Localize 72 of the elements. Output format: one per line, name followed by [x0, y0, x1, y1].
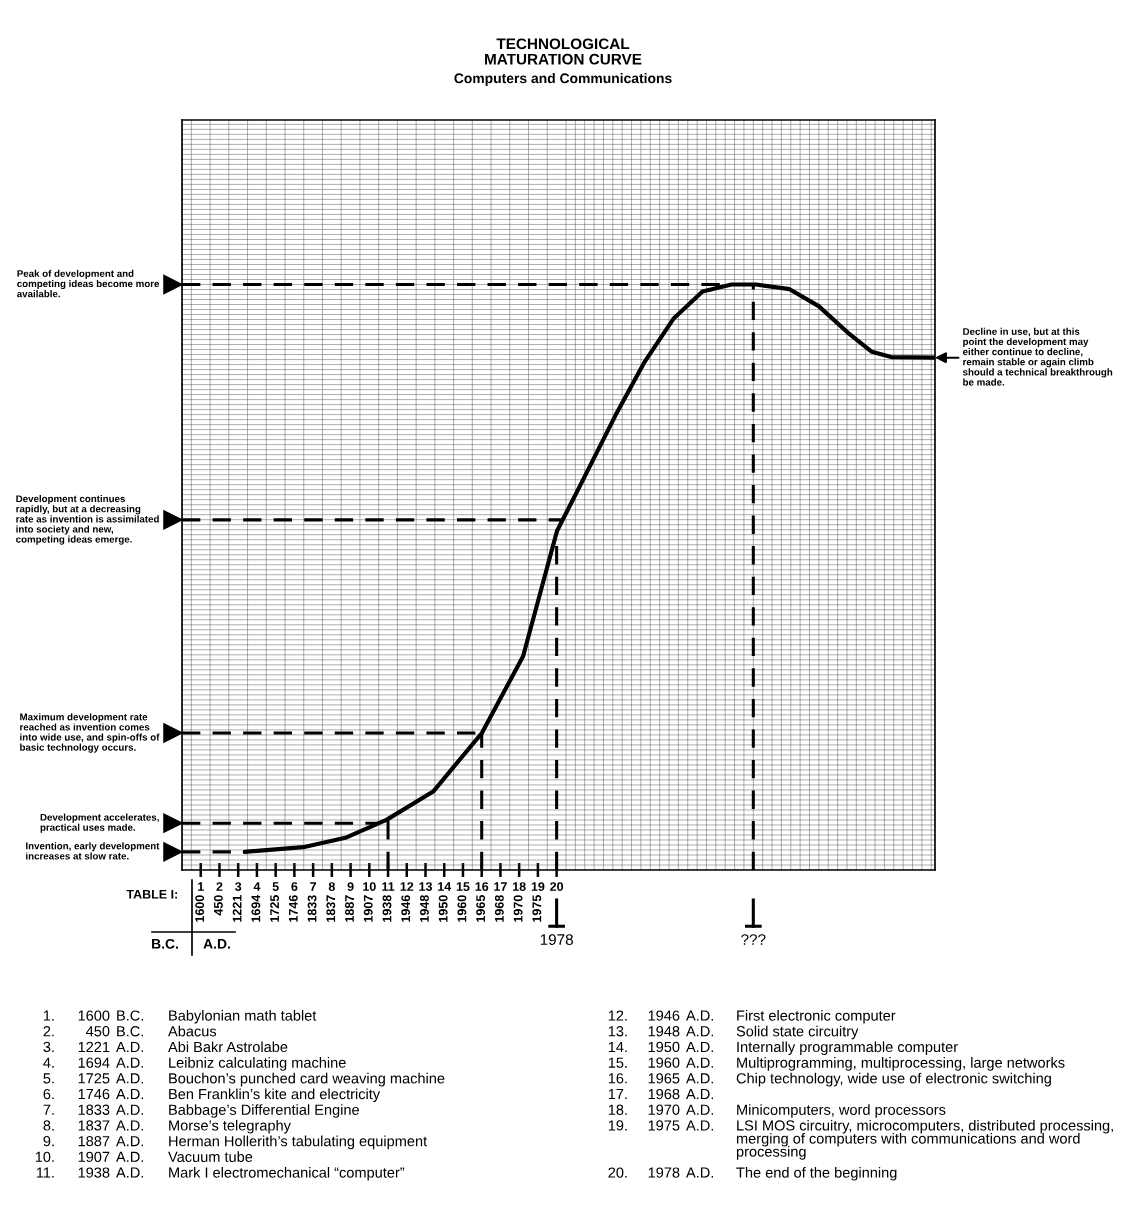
text: 5. 1725 A.D. Bouchon’s punched card weaving machine: [43, 1072, 445, 1087]
x-tick-label: 9: [347, 882, 354, 891]
text: 1887: [345, 895, 354, 922]
text: 4. 1694 A.D. Leibniz calculating machine: [43, 1057, 346, 1071]
text: 9. 1887 A.D. Herman Hollerith’s tabulating equipment: [43, 1135, 428, 1150]
x-tick-label: 16: [475, 882, 489, 891]
x-tick-label: 19: [531, 882, 545, 891]
text: 1970: [513, 895, 523, 922]
text: 11. 1938 A.D. Mark I electromechanical “computer”: [36, 1167, 405, 1181]
text: 1907: [363, 895, 373, 922]
x-tick-label: 3: [235, 882, 242, 891]
x-tick-label: 1: [198, 882, 204, 891]
text: 1. 1600 B.C. Babylonian math tablet: [43, 1010, 317, 1024]
ref-line-label: Maximum development rate reached as invention comes into wide use, and spin-offs of basic technology occurs.: [20, 713, 160, 753]
text: 2. 450 B.C. Abacus: [43, 1025, 217, 1037]
text: 13. 1948 A.D. Solid state circuitry: [608, 1025, 859, 1040]
text: 16. 1965 A.D. Chip technology, wide use of electronic switching: [608, 1072, 1051, 1087]
text: 20. 1978 A.D. The end of the beginning: [608, 1167, 897, 1181]
text: 1833: [307, 895, 317, 922]
text: 1221: [232, 895, 242, 922]
x-axis-title: TABLE I:: [126, 889, 178, 899]
chart-subtitle: Computers and Communications: [454, 73, 672, 86]
text: 1948: [420, 895, 429, 922]
x-tick-label: 18: [513, 882, 526, 891]
x-tick-label: 17: [494, 882, 507, 891]
x-tick-label: 12: [400, 882, 414, 891]
text: 1725: [270, 895, 280, 922]
chart-title: TECHNOLOGICAL MATURATION CURVE: [485, 38, 642, 65]
text: 1975: [532, 895, 542, 922]
text: 17. 1968 A.D.: [608, 1088, 714, 1100]
ref-line-label: Peak of development and competing ideas become more available.: [17, 269, 160, 298]
ref-line-label: Development accelerates, practical uses made.: [40, 813, 159, 833]
text: 1837: [326, 895, 336, 922]
text: 14. 1950 A.D. Internally programmable computer: [608, 1041, 958, 1055]
text: 15. 1960 A.D. Multiprogramming, multiprocessing, large networks: [608, 1057, 1065, 1071]
x-tick-label: 4: [253, 882, 261, 891]
x-tick-label: 20: [550, 882, 564, 891]
text: 1950: [438, 895, 448, 922]
annotation: Decline in use, but at this point the development may either continue to decline, remain stable or again climb should a technical breakthrough be made.: [962, 327, 1113, 386]
text: 12. 1946 A.D. First electronic computer: [608, 1010, 896, 1024]
annotation: ???: [741, 934, 766, 945]
text: B.C.: [152, 938, 178, 949]
x-tick-label: 8: [328, 882, 335, 891]
text: A.D.: [203, 939, 230, 949]
text: 1600: [195, 895, 205, 922]
text: 1960: [457, 895, 467, 922]
ref-line-label: Development continues rapidly, but at a decreasing rate as invention is assimilated into society and new, competing ideas emerge.: [16, 495, 159, 545]
x-tick-label: 5: [272, 882, 279, 891]
text: 10. 1907 A.D. Vacuum tube: [35, 1151, 253, 1163]
x-tick-label: 14: [438, 882, 452, 891]
annotation: 1978: [540, 934, 573, 945]
text: 18. 1970 A.D. Minicomputers, word processors: [608, 1104, 946, 1118]
text: 1938: [382, 895, 392, 922]
x-tick-label: 2: [216, 882, 223, 891]
x-tick-label: 6: [291, 882, 298, 891]
text: 1965: [476, 895, 486, 922]
text: 1694: [251, 894, 261, 922]
text: 19. 1975 A.D. LSI MOS circuitry, microcomputers, distributed processing, merging of computers with communications and word processing: [608, 1119, 1113, 1160]
x-tick-label: 7: [310, 882, 317, 891]
text: 3. 1221 A.D. Abi Bakr Astrolabe: [43, 1041, 288, 1053]
x-tick-label: 13: [419, 882, 433, 891]
x-tick-label: 15: [456, 882, 470, 891]
text: 8. 1837 A.D. Morse’s telegraphy: [43, 1119, 291, 1134]
text: 7. 1833 A.D. Babbage’s Differential Engine: [43, 1104, 359, 1118]
text: 6. 1746 A.D. Ben Franklin’s kite and electricity: [43, 1088, 381, 1103]
text: 1746: [288, 895, 298, 922]
x-tick-label: 11: [382, 882, 395, 891]
x-tick-label: 10: [363, 882, 376, 891]
ref-line-label: Invention, early development increases at slow rate.: [26, 842, 160, 860]
text: 450: [213, 895, 223, 916]
text: 1968: [494, 895, 504, 922]
text: 1946: [401, 895, 411, 922]
